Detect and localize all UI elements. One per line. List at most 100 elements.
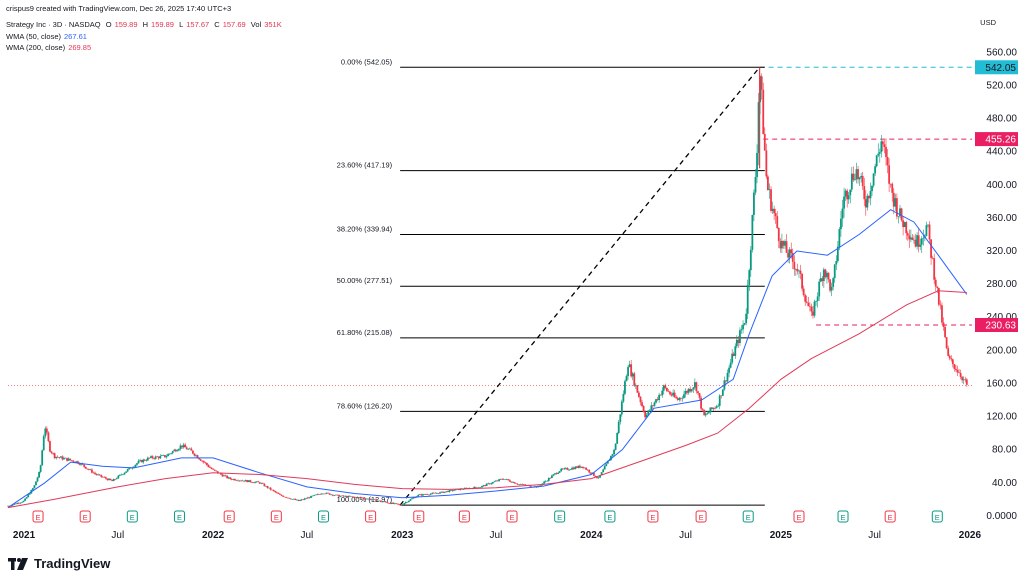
candle-body [874, 166, 877, 174]
candle-body [852, 173, 855, 180]
candle-body [850, 173, 853, 190]
candle-body [746, 285, 749, 314]
candle-body [777, 228, 780, 242]
candle-body [555, 473, 558, 474]
candle-body [330, 494, 333, 496]
candle-body [316, 494, 319, 495]
candle-body [47, 432, 50, 442]
candle-body [151, 456, 154, 459]
earnings-marker-label: E [177, 513, 182, 522]
earnings-marker-label: E [368, 513, 373, 522]
candle-body [443, 491, 446, 493]
wma200-line[interactable] [7, 290, 967, 509]
earnings-marker[interactable] [742, 510, 754, 523]
candle-body [770, 189, 772, 211]
candle-body [89, 469, 92, 471]
price-tag[interactable] [975, 317, 1018, 332]
candle-body [285, 497, 288, 498]
earnings-marker[interactable] [695, 510, 707, 523]
candle-body [117, 475, 120, 479]
candle-body [768, 189, 771, 191]
x-tick-label: Jul [111, 530, 124, 541]
earnings-marker[interactable] [554, 510, 566, 523]
earnings-marker[interactable] [931, 510, 943, 523]
candle-body [931, 257, 934, 259]
wma50-line[interactable] [7, 209, 968, 509]
candle-body [353, 496, 356, 498]
candle-body [900, 208, 903, 221]
earnings-marker[interactable] [413, 510, 425, 523]
earnings-marker[interactable] [647, 510, 659, 523]
candle-body [899, 208, 901, 217]
candle-body [515, 483, 518, 485]
candle-body [22, 500, 25, 503]
earnings-marker[interactable] [270, 510, 282, 523]
earnings-marker[interactable] [79, 510, 91, 523]
wma50-legend[interactable]: WMA (50, close) 267.61 [6, 32, 87, 41]
candle-body [697, 391, 699, 394]
y-tick-label: 0.0000 [986, 511, 1017, 522]
candle-body [589, 472, 592, 474]
earnings-marker[interactable] [223, 510, 235, 523]
price-tag[interactable] [975, 60, 1018, 75]
earnings-marker-label: E [321, 513, 326, 522]
earnings-marker-label: E [607, 513, 612, 522]
candle-body [61, 456, 64, 460]
candle-body [826, 272, 828, 278]
candle-body [451, 490, 454, 491]
candle-body [760, 76, 763, 90]
candle-body [774, 213, 777, 217]
earnings-marker[interactable] [126, 510, 138, 523]
earnings-marker[interactable] [173, 510, 185, 523]
candle-body [14, 503, 17, 505]
earnings-marker-label: E [83, 513, 88, 522]
published-note: crispus9 created with TradingView.com, D… [6, 4, 232, 13]
candle-body [895, 198, 898, 217]
candle-body [277, 492, 280, 494]
candle-body [406, 501, 409, 503]
y-tick-label: 80.00 [992, 445, 1017, 456]
candle-body [479, 487, 482, 488]
candle-body [17, 502, 20, 504]
earnings-marker[interactable] [884, 510, 896, 523]
candle-body [507, 479, 510, 481]
earnings-marker[interactable] [365, 510, 377, 523]
candle-body [446, 491, 449, 493]
earnings-marker[interactable] [604, 510, 616, 523]
candle-body [939, 304, 942, 306]
candle-body [560, 468, 563, 472]
candle-body [21, 502, 23, 503]
candle-body [790, 249, 793, 254]
tradingview-logo[interactable]: TradingView [8, 556, 110, 571]
candle-body [148, 457, 151, 459]
candle-body [345, 496, 348, 498]
candle-body [849, 189, 852, 196]
earnings-marker[interactable] [837, 510, 849, 523]
wma200-legend[interactable]: WMA (200, close) 269.85 [6, 43, 92, 52]
candle-body [546, 480, 549, 482]
candle-body [650, 405, 653, 411]
earnings-marker[interactable] [317, 510, 329, 523]
candle-body [905, 222, 908, 234]
earnings-marker[interactable] [458, 510, 470, 523]
fib-trend-line[interactable] [399, 66, 761, 506]
candle-body [49, 441, 51, 452]
candle-body [258, 482, 261, 484]
earnings-marker[interactable] [32, 510, 44, 523]
candle-body [440, 491, 443, 493]
candle-body [751, 214, 754, 250]
candle-body [885, 146, 887, 158]
earnings-marker[interactable] [793, 510, 805, 523]
candle-body [614, 443, 617, 450]
candle-body [779, 241, 782, 249]
candle-body [19, 502, 22, 504]
candle-body [652, 405, 654, 406]
candle-body [181, 445, 183, 448]
earnings-marker[interactable] [506, 510, 518, 523]
candle-body [280, 494, 283, 496]
candle-body [802, 288, 805, 296]
candle-body [173, 449, 176, 452]
candle-body [184, 444, 187, 448]
price-tag[interactable] [975, 132, 1018, 147]
